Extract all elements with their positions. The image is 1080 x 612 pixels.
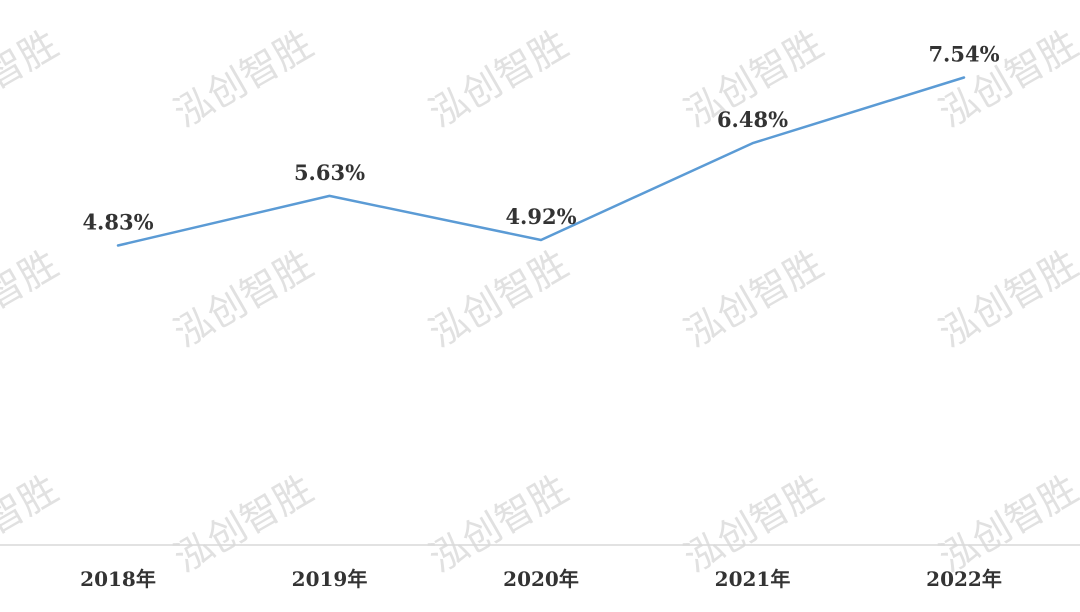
watermark-text: 泓创智胜 (677, 467, 831, 581)
watermark-text: 泓创智胜 (932, 242, 1080, 356)
x-tick-label-layer: 2018年 2019年 2020年 2021年 2022年 (80, 567, 1002, 591)
data-label: 5.63% (294, 160, 365, 185)
data-label: 4.92% (505, 204, 576, 229)
watermark-text: 泓创智胜 (167, 22, 321, 136)
watermark-text: 泓创智胜 (932, 22, 1080, 136)
watermark-text: 泓创智胜 (0, 467, 65, 581)
watermark-text: 泓创智胜 (422, 242, 576, 356)
x-tick-label: 2018年 (80, 567, 156, 591)
x-tick-label: 2021年 (715, 567, 791, 591)
watermark-text: 泓创智胜 (167, 242, 321, 356)
series-line (116, 76, 966, 247)
watermark-text: 泓创智胜 (422, 22, 576, 136)
watermark-text: 泓创智胜 (167, 467, 321, 581)
watermark-text: 泓创智胜 (677, 242, 831, 356)
watermark-text: 泓创智胜 (422, 467, 576, 581)
data-label-layer: 4.83% 5.63% 4.92% 6.48% 7.54% (82, 42, 999, 235)
data-label: 6.48% (717, 107, 788, 132)
x-tick-label: 2022年 (926, 567, 1002, 591)
watermark-text: 泓创智胜 (0, 22, 65, 136)
data-label: 4.83% (82, 210, 153, 235)
x-tick-label: 2019年 (292, 567, 368, 591)
x-tick-label: 2020年 (503, 567, 579, 591)
data-label: 7.54% (928, 42, 999, 67)
watermark-text: 泓创智胜 (932, 467, 1080, 581)
watermark-text: 泓创智胜 (0, 242, 65, 356)
